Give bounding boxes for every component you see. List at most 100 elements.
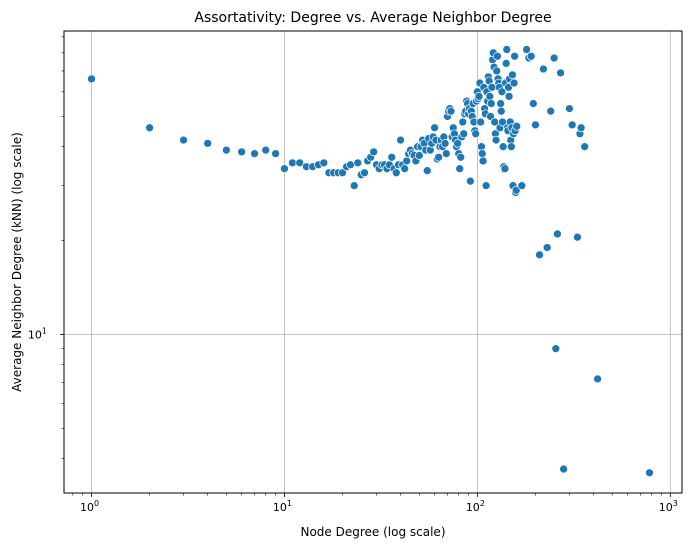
data-point (510, 51, 519, 61)
y-tick-exponent: 1 (42, 326, 47, 335)
data-point (87, 74, 96, 84)
data-point (497, 87, 507, 97)
grid-lines (64, 31, 682, 493)
data-point (551, 344, 561, 354)
data-point (295, 158, 305, 168)
x-tick-exponent: 0 (94, 499, 99, 508)
plot-frame (63, 30, 683, 494)
data-point (508, 70, 517, 80)
data-point (455, 164, 465, 174)
data-point (498, 142, 508, 152)
data-point (466, 176, 475, 186)
data-point (414, 151, 424, 160)
data-point (422, 166, 432, 176)
data-point (501, 59, 511, 68)
data-point (471, 129, 481, 139)
data-point (522, 45, 531, 54)
data-point (492, 66, 502, 76)
data-point (459, 129, 469, 139)
data-point (203, 139, 213, 148)
data-point (271, 149, 280, 158)
data-point (400, 164, 410, 174)
data-point (237, 147, 246, 157)
data-point (478, 156, 488, 166)
data-point (261, 145, 271, 155)
data-point (528, 99, 538, 108)
data-point (476, 117, 486, 127)
data-point (250, 149, 259, 158)
x-tick-exponent: 3 (673, 499, 678, 508)
data-point (539, 64, 548, 74)
chart-title: Assortativity: Degree vs. Average Neighb… (194, 10, 551, 26)
data-point (504, 92, 514, 101)
data-point (441, 149, 451, 158)
data-point (387, 152, 397, 162)
data-point (481, 181, 491, 190)
data-point (511, 185, 521, 195)
data-point (593, 374, 602, 384)
data-point (222, 145, 231, 155)
data-point (360, 168, 369, 178)
data-point (179, 135, 188, 145)
data-point (500, 164, 510, 174)
data-point (396, 135, 405, 145)
data-point (456, 152, 466, 162)
data-point (546, 106, 556, 116)
data-point (559, 464, 568, 474)
x-tick-exponent: 1 (287, 499, 292, 508)
data-point (565, 104, 574, 113)
data-point (553, 229, 562, 239)
data-point (512, 121, 522, 131)
x-tick-label: 102 (466, 499, 485, 514)
data-point (319, 158, 329, 168)
data-point (446, 106, 456, 116)
data-point (645, 468, 654, 478)
data-point (349, 181, 359, 190)
data-point (458, 117, 468, 127)
data-point (353, 158, 363, 168)
x-tick-label: 100 (80, 499, 99, 514)
data-point (535, 250, 544, 260)
data-point (573, 232, 582, 242)
data-point (288, 158, 297, 168)
data-point (491, 135, 501, 145)
data-point (549, 53, 559, 63)
data-point (402, 156, 412, 166)
x-tick-label: 101 (273, 499, 292, 514)
x-tick-exponent: 2 (480, 499, 485, 508)
x-tick-label: 103 (659, 499, 678, 514)
data-point (434, 152, 444, 162)
y-axis-label: Average Neighbor Degree (kNN) (log scale… (10, 132, 24, 392)
data-point (477, 149, 487, 158)
data-point (542, 243, 552, 252)
data-point (430, 123, 439, 133)
data-point (576, 123, 586, 133)
data-points (87, 45, 654, 478)
data-point (509, 78, 519, 88)
data-point (280, 164, 289, 174)
data-point (485, 92, 495, 101)
y-tick-label: 101 (28, 326, 47, 341)
data-point (453, 139, 462, 148)
data-point (369, 147, 379, 157)
x-axis-ticks: 100 101 102 103 (72, 493, 678, 514)
data-point (474, 92, 484, 101)
data-point (486, 99, 496, 108)
data-point (496, 99, 505, 108)
data-point (580, 142, 590, 152)
data-point (567, 120, 577, 130)
data-point (145, 123, 154, 133)
data-point (502, 45, 512, 54)
data-point (506, 142, 516, 152)
data-point (338, 168, 347, 178)
data-point (531, 120, 540, 130)
data-point (517, 181, 527, 190)
x-axis-label: Node Degree (log scale) (300, 525, 445, 539)
data-point (496, 106, 506, 116)
data-point (526, 51, 536, 61)
data-point (493, 51, 502, 61)
data-point (391, 168, 401, 178)
data-point (556, 68, 565, 78)
data-point (440, 139, 450, 148)
